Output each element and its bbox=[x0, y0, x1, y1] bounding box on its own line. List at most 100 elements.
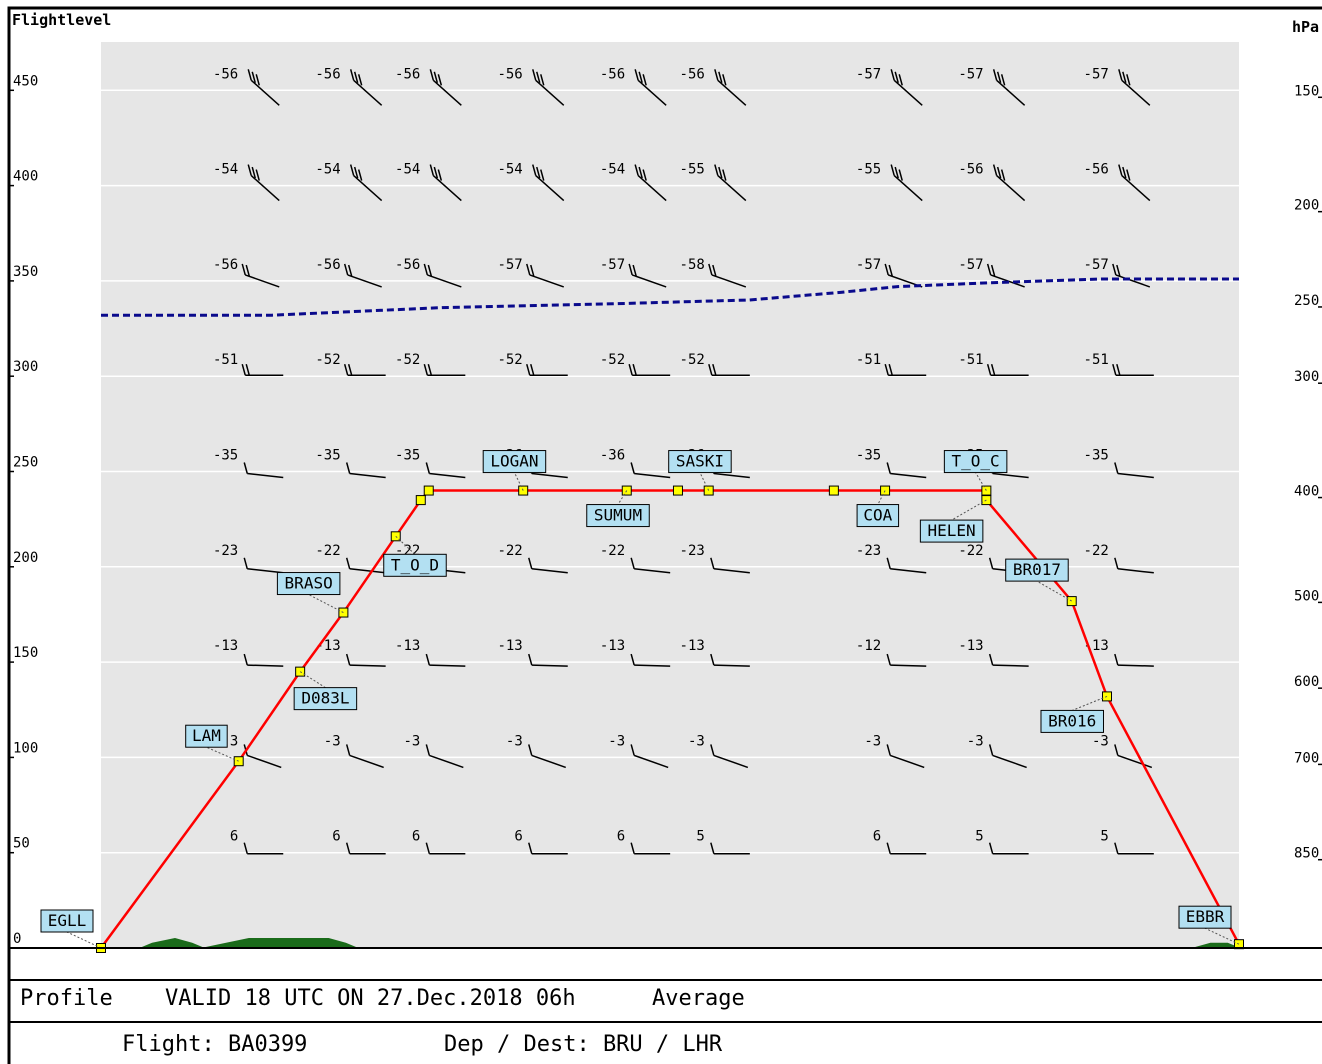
temperature-label: -56 bbox=[315, 66, 340, 82]
temperature-label: -54 bbox=[213, 162, 238, 178]
wind-barb-feather bbox=[886, 842, 891, 854]
wind-barb-shaft bbox=[1117, 754, 1153, 769]
wind-barb-feather bbox=[532, 69, 537, 81]
wind-barb-feather bbox=[528, 653, 533, 666]
y2-tick-label: 400 bbox=[1294, 484, 1319, 500]
wind-barb-feather bbox=[888, 264, 893, 277]
wind-barb-shaft bbox=[531, 664, 568, 667]
temperature-label: -3 bbox=[688, 733, 705, 749]
wind-barb-feather bbox=[888, 364, 893, 376]
temperature-label: -56 bbox=[497, 66, 522, 82]
temperature-label: -23 bbox=[856, 543, 881, 559]
wind-barb-shaft bbox=[1115, 274, 1151, 288]
wind-barb-feather bbox=[247, 164, 252, 176]
wind-barb-shaft bbox=[713, 568, 750, 574]
wind-barb-feather bbox=[638, 166, 643, 179]
wind-barb-shaft bbox=[890, 664, 927, 667]
wind-barb-shaft bbox=[713, 664, 750, 667]
temperature-label: -55 bbox=[856, 162, 881, 178]
temperature-label: -22 bbox=[497, 543, 522, 559]
wind-barb-feather bbox=[245, 264, 250, 277]
wind-barb-feather bbox=[349, 164, 355, 176]
waypoint-label: BR016 bbox=[1048, 711, 1096, 730]
temperature-label: -57 bbox=[856, 66, 881, 82]
y-tick-label: 200 bbox=[13, 550, 38, 566]
wind-barb-shaft bbox=[349, 754, 384, 769]
temperature-label: -13 bbox=[600, 638, 625, 654]
wind-barb-shaft bbox=[1117, 568, 1154, 574]
wind-barb-feather bbox=[429, 69, 435, 81]
wind-barb-shaft bbox=[349, 472, 386, 479]
wind-barb-shaft bbox=[996, 175, 1026, 202]
temperature-label: -3 bbox=[608, 733, 625, 749]
temperature-label: -3 bbox=[324, 733, 341, 749]
profile-label: Profile bbox=[20, 986, 113, 1011]
temperature-label: 6 bbox=[514, 829, 522, 845]
wind-barb-shaft bbox=[429, 472, 466, 479]
waypoint-leader-line bbox=[513, 472, 524, 491]
wind-barb-feather bbox=[638, 71, 643, 83]
temperature-label: -22 bbox=[600, 543, 625, 559]
wind-barb-feather bbox=[990, 264, 996, 277]
y-tick-label: 100 bbox=[13, 740, 38, 756]
waypoint-marker bbox=[672, 485, 683, 496]
wind-barb-feather bbox=[540, 169, 545, 181]
temperature-label: 6 bbox=[873, 829, 881, 845]
wind-barb-feather bbox=[988, 842, 994, 854]
wind-barb-feather bbox=[1112, 263, 1117, 276]
temperature-label: -22 bbox=[1084, 543, 1109, 559]
wind-barb-shaft bbox=[1117, 664, 1154, 667]
temperature-label: -56 bbox=[395, 257, 420, 273]
wind-barb-feather bbox=[718, 71, 723, 83]
wind-barb-feather bbox=[343, 263, 349, 276]
wind-barb-feather bbox=[988, 557, 994, 569]
wind-barb-feather bbox=[536, 71, 541, 83]
wind-barb-feather bbox=[245, 364, 250, 376]
outer-frame bbox=[7, 6, 1322, 1064]
wind-barb-feather bbox=[712, 264, 717, 277]
temperature-label: -54 bbox=[395, 162, 420, 178]
wind-barb-feather bbox=[712, 364, 717, 376]
wind-barb-feather bbox=[1114, 462, 1119, 474]
wind-barb-shaft bbox=[1117, 472, 1154, 479]
temperature-label: -35 bbox=[213, 448, 238, 464]
wind-barb-feather bbox=[357, 169, 363, 181]
wind-barb-shaft bbox=[996, 79, 1026, 106]
wind-barb-feather bbox=[642, 169, 647, 181]
waypoint-marker bbox=[423, 485, 434, 496]
waypoint-label: HELEN bbox=[928, 521, 976, 540]
wind-barb-feather bbox=[1112, 364, 1117, 376]
y-tick-label: 0 bbox=[13, 931, 21, 947]
wind-barb-shaft bbox=[432, 175, 462, 202]
wind-barbs: -56 -56 -56 -56 -56 -56 -57 -57 -57 -54 -54 -54 -54 -… bbox=[213, 66, 1154, 855]
wind-barb-feather bbox=[251, 71, 256, 83]
waypoint-label: EBBR bbox=[1186, 907, 1225, 926]
temperature-label: -52 bbox=[680, 352, 705, 368]
wind-barb-feather bbox=[345, 462, 351, 474]
wind-barb-feather bbox=[886, 653, 891, 666]
wind-barb-feather bbox=[988, 653, 994, 666]
waypoint-label-box bbox=[383, 553, 447, 577]
wind-barb-feather bbox=[437, 169, 443, 181]
waypoint-label-box bbox=[482, 450, 547, 474]
waypoint-marker bbox=[828, 485, 839, 496]
wind-barb-feather bbox=[349, 69, 355, 81]
wind-barb-shaft bbox=[353, 175, 383, 202]
wind-barb-feather bbox=[536, 166, 541, 179]
wind-barb-shaft bbox=[427, 274, 462, 288]
temperature-label: -57 bbox=[497, 257, 522, 273]
wind-barb-shaft bbox=[247, 664, 284, 667]
wind-barb-feather bbox=[722, 74, 727, 86]
wind-barb-feather bbox=[526, 263, 531, 276]
y2-tick-label: 500 bbox=[1294, 588, 1319, 604]
wind-barb-feather bbox=[1114, 744, 1119, 756]
wind-barb-feather bbox=[243, 842, 248, 854]
wind-barb-feather bbox=[243, 653, 248, 666]
waypoint-leader-line bbox=[1036, 580, 1072, 602]
waypoint-label: EGLL bbox=[48, 911, 87, 930]
wind-barb-feather bbox=[255, 169, 260, 181]
wind-barb-feather bbox=[1118, 69, 1123, 81]
wind-barb-feather bbox=[427, 264, 433, 277]
temperature-label: -3 bbox=[967, 733, 984, 749]
wind-barb-feather bbox=[530, 264, 535, 277]
